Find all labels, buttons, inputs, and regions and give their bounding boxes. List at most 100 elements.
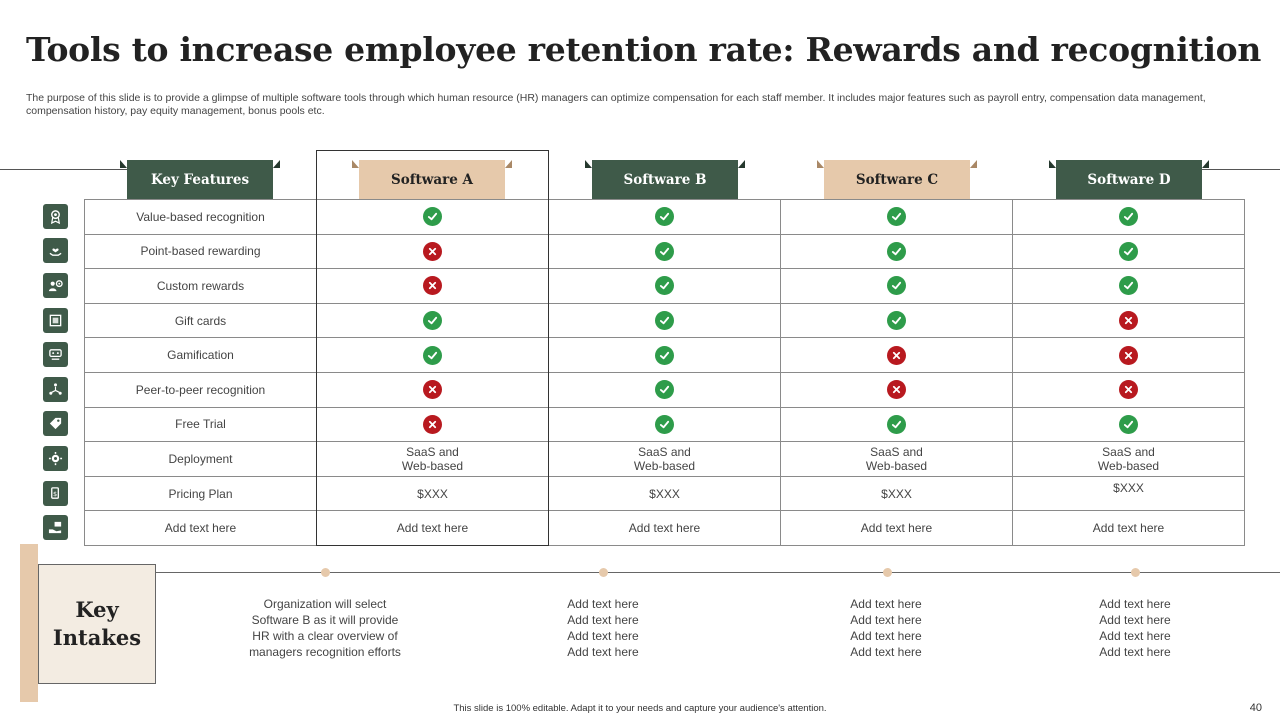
timeline-dot [599, 568, 608, 577]
check-icon [887, 241, 906, 261]
cell-software-b [548, 268, 781, 304]
check-icon [655, 311, 674, 331]
table-row: Deployment SaaS and Web-based SaaS and Web… [84, 441, 1245, 477]
award-icon [43, 204, 68, 229]
cloud-gear-icon [43, 446, 68, 471]
timeline-dot [1131, 568, 1140, 577]
tag-icon [43, 411, 68, 436]
cross-icon [423, 414, 442, 434]
cross-icon [423, 276, 442, 296]
check-icon [423, 207, 442, 227]
users-gear-icon [43, 273, 68, 298]
cell-software-d [1012, 233, 1245, 270]
intake-text-a: Organization will select Software B as i… [249, 597, 401, 659]
table-row: Gift cards [84, 302, 1245, 339]
cell-software-c [780, 233, 1013, 270]
check-icon [887, 207, 906, 227]
check-icon [655, 276, 674, 296]
intakes-timeline [156, 572, 1280, 573]
header-software-d: Software D [1049, 160, 1209, 199]
cell-software-c [780, 406, 1013, 443]
feature-label: Custom rewards [84, 268, 317, 304]
game-icon [43, 342, 68, 367]
cell-software-d [1012, 371, 1245, 408]
table-row: Gamification [84, 337, 1245, 373]
check-icon [887, 276, 906, 296]
cross-icon [423, 380, 442, 400]
footer-note: This slide is 100% editable. Adapt it to… [453, 703, 827, 714]
check-icon [655, 241, 674, 261]
cell-software-d [1012, 268, 1245, 304]
comparison-table: Value-based recognition Point-based rewa… [84, 199, 1245, 546]
check-icon [423, 311, 442, 331]
key-intakes-label: Key Intakes [38, 564, 156, 684]
cell-software-b [548, 406, 781, 443]
cell-software-a: SaaS and Web-based [316, 441, 549, 477]
cell-software-c [780, 337, 1013, 373]
feature-label: Free Trial [84, 406, 317, 443]
cell-software-d [1012, 199, 1245, 235]
check-icon [1119, 207, 1138, 227]
cell-software-b [548, 199, 781, 235]
svg-text:$: $ [53, 490, 57, 498]
cell-software-d: $XXX [1012, 475, 1245, 512]
header-rule-left [0, 169, 127, 170]
header-software-b: Software B [585, 160, 745, 199]
check-icon [655, 380, 674, 400]
cell-software-a [316, 233, 549, 270]
slide-subtitle: The purpose of this slide is to provide … [26, 92, 1206, 117]
cell-software-b [548, 302, 781, 339]
price-tag-icon: $ [43, 481, 68, 506]
header-key-features: Key Features [120, 160, 280, 199]
cross-icon [423, 241, 442, 261]
check-icon [887, 311, 906, 331]
feature-label: Add text here [84, 510, 317, 546]
page-number: 40 [1249, 702, 1262, 714]
cell-software-c: Add text here [780, 510, 1013, 546]
people-network-icon [43, 377, 68, 402]
feature-label: Gamification [84, 337, 317, 373]
timeline-dot [883, 568, 892, 577]
cell-software-d: SaaS and Web-based [1012, 441, 1245, 477]
table-row: Point-based rewarding [84, 233, 1245, 270]
timeline-dot [321, 568, 330, 577]
check-icon [1119, 276, 1138, 296]
cross-icon [1119, 311, 1138, 331]
hand-money-icon [43, 515, 68, 540]
cell-software-a [316, 199, 549, 235]
cell-software-a: $XXX [316, 475, 549, 512]
feature-label: Peer-to-peer recognition [84, 371, 317, 408]
cell-software-b [548, 371, 781, 408]
header-software-a: Software A [352, 160, 512, 199]
slide-title: Tools to increase employee retention rat… [26, 30, 1262, 69]
cross-icon [1119, 345, 1138, 365]
intake-text-c: Add text here Add text here Add text her… [850, 597, 922, 659]
feature-label: Deployment [84, 441, 317, 477]
table-row: Value-based recognition [84, 199, 1245, 235]
cell-software-a [316, 302, 549, 339]
cell-software-c: $XXX [780, 475, 1013, 512]
check-icon [655, 414, 674, 434]
feature-label: Gift cards [84, 302, 317, 339]
cell-software-b: SaaS and Web-based [548, 441, 781, 477]
cell-software-d [1012, 337, 1245, 373]
table-row: Add text here Add text here Add text her… [84, 510, 1245, 546]
check-icon [655, 345, 674, 365]
check-icon [423, 345, 442, 365]
feature-label: Point-based rewarding [84, 233, 317, 270]
cross-icon [887, 345, 906, 365]
cell-software-c [780, 199, 1013, 235]
check-icon [655, 207, 674, 227]
cell-software-c: SaaS and Web-based [780, 441, 1013, 477]
cell-software-b: Add text here [548, 510, 781, 546]
cell-software-a [316, 337, 549, 373]
table-row: Peer-to-peer recognition [84, 371, 1245, 408]
cross-icon [1119, 380, 1138, 400]
cell-software-a [316, 406, 549, 443]
hand-heart-icon [43, 238, 68, 263]
check-icon [1119, 241, 1138, 261]
intake-text-d: Add text here Add text here Add text her… [1099, 597, 1171, 659]
feature-label: Value-based recognition [84, 199, 317, 235]
cell-software-c [780, 268, 1013, 304]
key-intakes-accent-bar [20, 544, 38, 702]
